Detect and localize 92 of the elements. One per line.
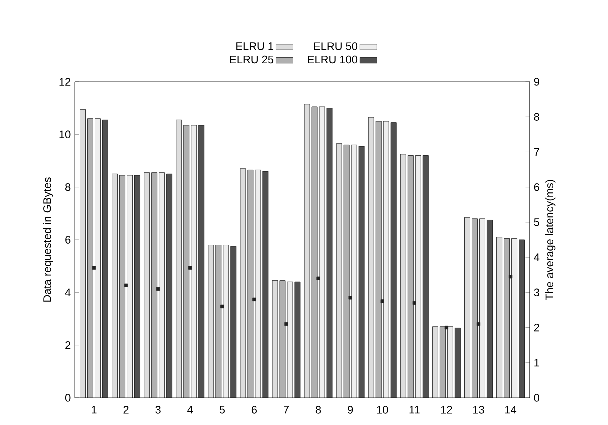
y2-tick-label: 3 <box>534 288 540 297</box>
bar <box>95 118 101 398</box>
bar <box>184 125 190 398</box>
point <box>412 301 416 305</box>
point <box>508 275 513 279</box>
y-axis-title: Data requested in GBytes <box>43 178 54 302</box>
y-tick-label: 2 <box>66 342 71 350</box>
point <box>348 296 352 300</box>
y-tick-label: 0 <box>65 394 71 402</box>
bar <box>152 172 158 398</box>
y2-tick-label: 6 <box>534 183 540 192</box>
point <box>284 322 288 326</box>
bar <box>422 156 429 398</box>
x-tick-label: 12 <box>441 406 452 414</box>
bar <box>496 237 502 398</box>
bar <box>223 245 230 398</box>
point <box>444 326 448 330</box>
point <box>124 284 128 288</box>
bar <box>166 174 172 398</box>
bar <box>376 121 382 398</box>
x-tick-label: 6 <box>252 406 257 414</box>
bar <box>383 121 390 398</box>
y2-tick-label: 9 <box>534 78 540 86</box>
bar <box>447 326 454 398</box>
bar <box>432 326 438 398</box>
bar <box>102 120 108 398</box>
bar <box>480 218 486 398</box>
point <box>156 287 160 291</box>
x-tick-label: 2 <box>124 406 129 414</box>
y2-axis-title: The average latency(ms) <box>545 180 556 300</box>
bar <box>208 245 214 398</box>
y2-tick-label: 0 <box>534 394 540 402</box>
bar <box>472 218 478 398</box>
point <box>380 300 384 304</box>
x-tick-label: 9 <box>348 406 354 414</box>
point <box>252 298 256 302</box>
bar <box>464 217 470 398</box>
bar <box>230 246 237 398</box>
bar <box>216 245 222 398</box>
x-tick-label: 1 <box>92 406 97 414</box>
bar <box>80 109 86 398</box>
x-tick-label: 10 <box>377 406 388 414</box>
x-tick-label: 8 <box>316 406 322 414</box>
bar <box>127 175 133 398</box>
x-tick-label: 14 <box>506 406 517 414</box>
x-tick-label: 5 <box>220 406 225 414</box>
legend-label: ELRU 50 <box>314 42 358 50</box>
bar <box>112 174 118 398</box>
x-tick-label: 7 <box>284 406 289 414</box>
y2-tick-label: 7 <box>534 148 540 156</box>
bar <box>519 240 525 398</box>
y2-tick-label: 1 <box>534 359 540 367</box>
point <box>316 276 320 280</box>
y2-tick-label: 2 <box>534 324 540 332</box>
bar <box>400 154 406 398</box>
bar <box>191 125 198 398</box>
bar <box>368 117 374 398</box>
x-tick-label: 4 <box>188 406 194 414</box>
x-tick-label: 3 <box>156 406 161 414</box>
bar <box>198 125 205 398</box>
bar <box>454 328 461 398</box>
x-tick-label: 13 <box>473 406 484 414</box>
point <box>188 266 192 270</box>
y-tick-label: 10 <box>60 130 71 139</box>
x-tick-label: 11 <box>410 406 420 414</box>
bar <box>176 120 182 398</box>
y2-tick-label: 8 <box>534 113 540 121</box>
point <box>92 266 96 270</box>
y-tick-label: 12 <box>60 78 71 86</box>
bar <box>487 220 493 398</box>
legend-label: ELRU 1 <box>236 42 274 50</box>
bar <box>390 122 397 398</box>
bar <box>88 118 94 398</box>
bar <box>336 144 342 398</box>
bar <box>144 172 150 398</box>
bar <box>504 238 510 398</box>
legend-label: ELRU 100 <box>308 56 358 64</box>
bar <box>440 326 446 398</box>
bar <box>415 156 422 398</box>
y-tick-label: 4 <box>65 288 71 296</box>
bar <box>120 175 126 398</box>
bar <box>159 172 166 398</box>
y-tick-label: 8 <box>66 183 71 192</box>
bar <box>408 156 414 398</box>
point <box>476 322 481 326</box>
bar <box>134 175 140 398</box>
point <box>220 304 224 309</box>
y-tick-label: 6 <box>66 236 71 244</box>
bar <box>512 238 518 398</box>
legend-label: ELRU 25 <box>230 56 274 64</box>
y2-tick-label: 4 <box>534 254 540 262</box>
y2-tick-label: 5 <box>534 218 540 226</box>
